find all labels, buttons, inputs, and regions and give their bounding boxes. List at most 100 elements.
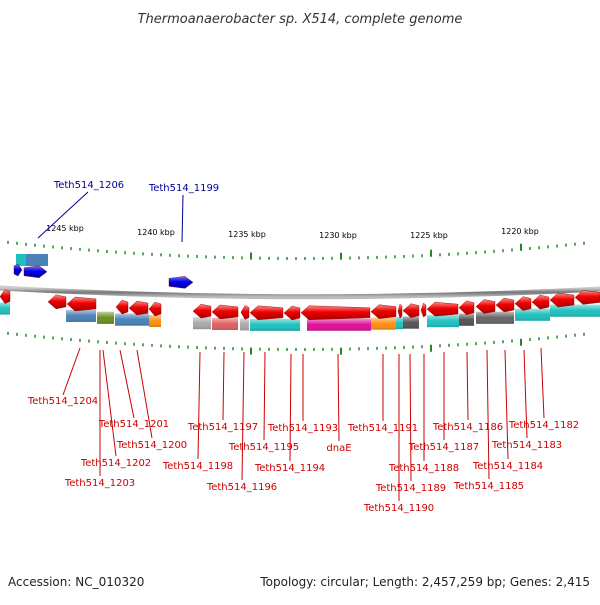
gene-label-reverse[interactable]: Teth514_1193	[267, 423, 338, 434]
gene-arrow-reverse[interactable]	[426, 301, 459, 317]
protein-domain-shine	[212, 317, 238, 330]
gene-arrow-reverse[interactable]	[240, 305, 250, 320]
protein-domain-shine	[459, 313, 474, 326]
scale-tick-label: 1240 kbp	[137, 228, 175, 237]
leader-line	[136, 349, 153, 439]
gene-label-reverse[interactable]: Teth514_1203	[64, 478, 135, 489]
gene-arrow-forward[interactable]	[23, 265, 48, 278]
gene-label-reverse[interactable]: Teth514_1202	[80, 458, 151, 469]
leader-line	[486, 349, 490, 480]
protein-domain-shine	[0, 302, 10, 315]
gene-label-reverse[interactable]: Teth514_1189	[375, 483, 446, 494]
gene-label-forward[interactable]: Teth514_1199	[148, 183, 219, 194]
leader-line	[540, 347, 545, 419]
leader-line	[523, 349, 528, 439]
gene-label-reverse[interactable]: Teth514_1182	[508, 420, 579, 431]
protein-domain	[16, 254, 26, 266]
scale-tick-label: 1225 kbp	[410, 231, 448, 240]
gene-label-reverse[interactable]: Teth514_1188	[388, 463, 459, 474]
scale-ticks	[7, 240, 585, 355]
gene-arrow-reverse[interactable]	[420, 302, 427, 318]
gene-arrow-reverse[interactable]	[115, 299, 129, 315]
gene-arrow-reverse[interactable]	[300, 305, 371, 320]
gene-arrow-reverse[interactable]	[47, 294, 67, 310]
leader-line	[102, 349, 117, 457]
gene-label-reverse[interactable]: Teth514_1204	[27, 396, 98, 407]
protein-domain-track	[0, 254, 600, 331]
protein-domain-shine	[476, 311, 514, 324]
leader-line	[263, 351, 266, 441]
gene-label-reverse[interactable]: Teth514_1183	[491, 440, 562, 451]
protein-domain-shine	[97, 311, 114, 324]
gene-label-reverse[interactable]: Teth514_1194	[254, 463, 325, 474]
gene-label-reverse[interactable]: Teth514_1191	[347, 423, 418, 434]
scale-tick-label: 1245 kbp	[46, 224, 84, 233]
leader-line	[119, 349, 135, 419]
gene-arrow-reverse[interactable]	[0, 289, 11, 304]
gene-arrow-reverse[interactable]	[458, 300, 475, 315]
leader-line	[466, 351, 469, 421]
label-leader-lines	[37, 191, 545, 501]
leader-line	[289, 353, 292, 462]
protein-domain-shine	[427, 315, 459, 328]
gene-arrow-reverse[interactable]	[514, 296, 532, 311]
gene-label-reverse[interactable]: Teth514_1198	[162, 461, 233, 472]
scale-tick-label: 1235 kbp	[228, 230, 266, 239]
gene-label-reverse[interactable]: Teth514_1184	[472, 461, 543, 472]
gene-arrow-reverse[interactable]	[397, 303, 403, 319]
scale-tick-labels: 1245 kbp 1240 kbp 1235 kbp 1230 kbp 1225…	[46, 224, 539, 240]
gene-arrow-reverse[interactable]	[148, 301, 162, 317]
gene-arrow-reverse[interactable]	[370, 304, 397, 319]
protein-domain-shine	[66, 309, 96, 322]
gene-arrow-forward[interactable]	[168, 276, 194, 289]
gene-label-reverse[interactable]: Teth514_1196	[206, 482, 277, 493]
forward-gene-labels: Teth514_1206 Teth514_1199	[53, 180, 219, 194]
gene-label-reverse[interactable]: Teth514_1185	[453, 481, 524, 492]
scale-tick-label: 1220 kbp	[501, 227, 539, 236]
gene-arrow-reverse[interactable]	[211, 304, 239, 320]
gene-arrow-reverse[interactable]	[192, 303, 212, 319]
gene-label-reverse[interactable]: Teth514_1187	[408, 442, 479, 453]
topology-text: Topology: circular; Length: 2,457,259 bp…	[259, 575, 590, 589]
gene-arrow-reverse[interactable]	[531, 294, 550, 310]
gene-arrow-reverse[interactable]	[283, 305, 301, 321]
protein-domain-shine	[396, 317, 403, 330]
gene-label-reverse[interactable]: dnaE	[326, 443, 351, 454]
gene-arrow-reverse[interactable]	[549, 292, 575, 308]
protein-domain-shine	[307, 318, 371, 331]
protein-domain-shine	[115, 313, 149, 326]
gene-arrow-forward[interactable]	[13, 263, 23, 277]
scale-tick-label: 1230 kbp	[319, 231, 357, 240]
gene-label-forward[interactable]: Teth514_1206	[53, 180, 124, 191]
gene-arrow-reverse[interactable]	[574, 290, 600, 305]
protein-domain-shine	[550, 304, 600, 317]
gene-arrow-reverse[interactable]	[495, 297, 515, 313]
leader-line	[181, 194, 184, 243]
protein-domain-shine	[403, 316, 419, 329]
gene-arrow-reverse[interactable]	[66, 296, 97, 312]
gene-label-reverse[interactable]: Teth514_1195	[228, 442, 299, 453]
protein-domain-shine	[371, 317, 396, 330]
protein-domain-shine	[515, 308, 550, 321]
protein-domain-shine	[250, 318, 300, 331]
reverse-gene-labels: Teth514_1204 Teth514_1201 Teth514_1200 T…	[27, 396, 579, 514]
gene-arrow-reverse[interactable]	[249, 305, 284, 320]
leader-line	[197, 351, 201, 460]
accession-text: Accession: NC_010320	[8, 575, 144, 589]
leader-line	[37, 191, 89, 239]
gene-arrow-reverse[interactable]	[402, 303, 420, 318]
protein-domain-shine	[149, 315, 161, 328]
gene-track	[0, 263, 600, 321]
gene-label-reverse[interactable]: Teth514_1186	[432, 422, 503, 433]
gene-label-reverse[interactable]: Teth514_1190	[363, 503, 434, 514]
gene-label-reverse[interactable]: Teth514_1201	[98, 419, 169, 430]
leader-line	[241, 351, 245, 481]
leader-line	[409, 353, 412, 482]
map-title: Thermoanaerobacter sp. X514, complete ge…	[138, 12, 463, 27]
gene-arrow-reverse[interactable]	[128, 300, 149, 316]
gene-arrow-reverse[interactable]	[475, 299, 496, 314]
gene-label-reverse[interactable]: Teth514_1200	[116, 440, 187, 451]
gene-label-reverse[interactable]: Teth514_1197	[187, 422, 258, 433]
